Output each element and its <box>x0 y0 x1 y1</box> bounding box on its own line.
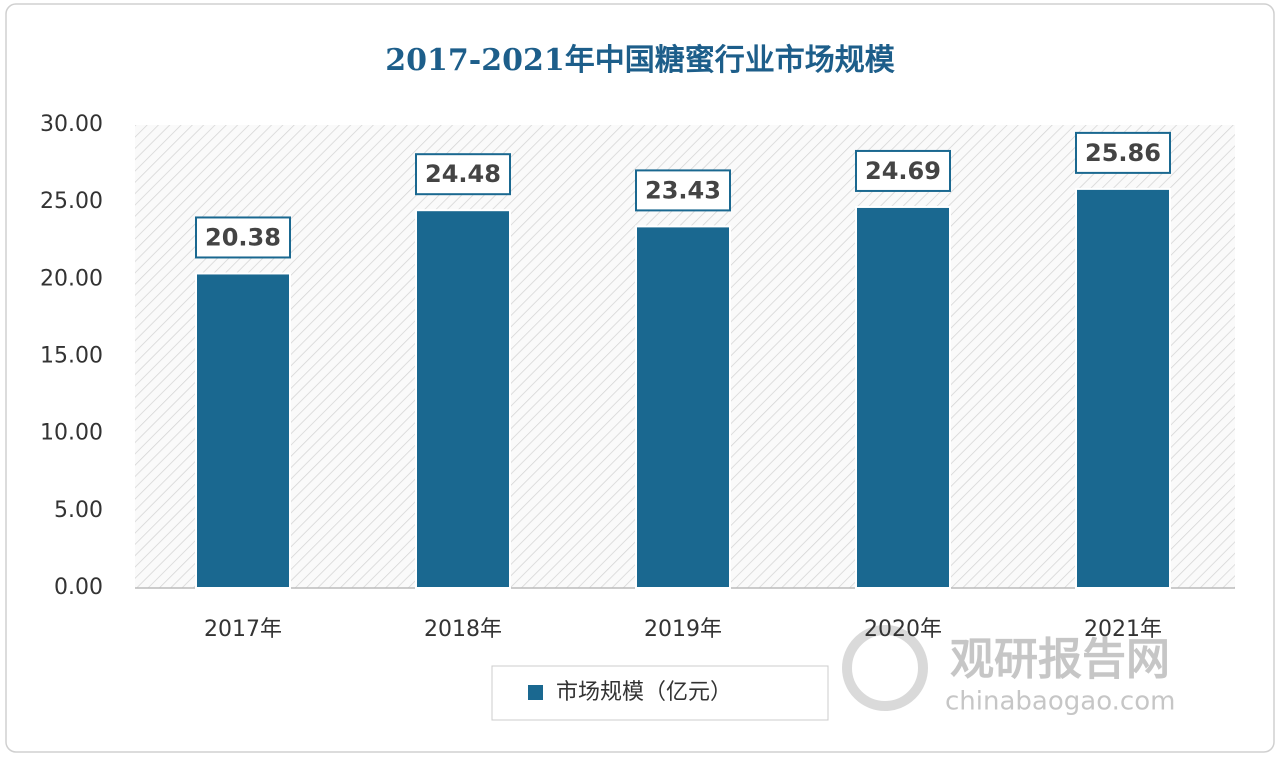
x-tick-label: 2017年 <box>204 617 282 642</box>
value-label: 20.38 <box>205 223 281 251</box>
value-label-box <box>195 216 291 259</box>
value-label-box <box>635 169 731 212</box>
x-tick-label: 2021年 <box>1084 617 1162 642</box>
watermark: 观研报告网 chinabaogao.com <box>842 625 1175 717</box>
value-label: 24.69 <box>865 157 941 185</box>
bar <box>1075 187 1171 589</box>
value-label-box <box>1075 131 1171 174</box>
legend-swatch <box>528 685 543 700</box>
bar <box>855 205 951 590</box>
y-tick-label: 30.00 <box>40 112 103 137</box>
y-tick-label: 10.00 <box>40 421 103 446</box>
value-label: 23.43 <box>645 176 721 204</box>
x-tick-label: 2018年 <box>424 617 502 642</box>
y-tick-label: 25.00 <box>40 189 103 214</box>
y-tick-label: 15.00 <box>40 344 103 369</box>
value-label-box <box>855 149 951 192</box>
y-tick-label: 0.00 <box>54 575 103 600</box>
x-tick-label: 2019年 <box>644 617 722 642</box>
y-tick-label: 20.00 <box>40 266 103 291</box>
y-tick-label: 5.00 <box>54 498 103 523</box>
watermark-name: 观研报告网 <box>950 634 1170 685</box>
bar <box>195 272 291 589</box>
watermark-url: chinabaogao.com <box>945 687 1175 717</box>
value-label: 25.86 <box>1085 139 1161 167</box>
watermark-logo <box>842 625 928 711</box>
bar <box>635 225 731 589</box>
legend <box>491 665 829 721</box>
value-label-box <box>415 153 511 196</box>
chart-title: 2017-2021年中国糖蜜行业市场规模 <box>385 43 894 78</box>
legend-label: 市场规模（亿元） <box>556 680 732 705</box>
x-tick-label: 2020年 <box>864 617 942 642</box>
bar <box>415 209 511 590</box>
value-label: 24.48 <box>425 160 501 188</box>
